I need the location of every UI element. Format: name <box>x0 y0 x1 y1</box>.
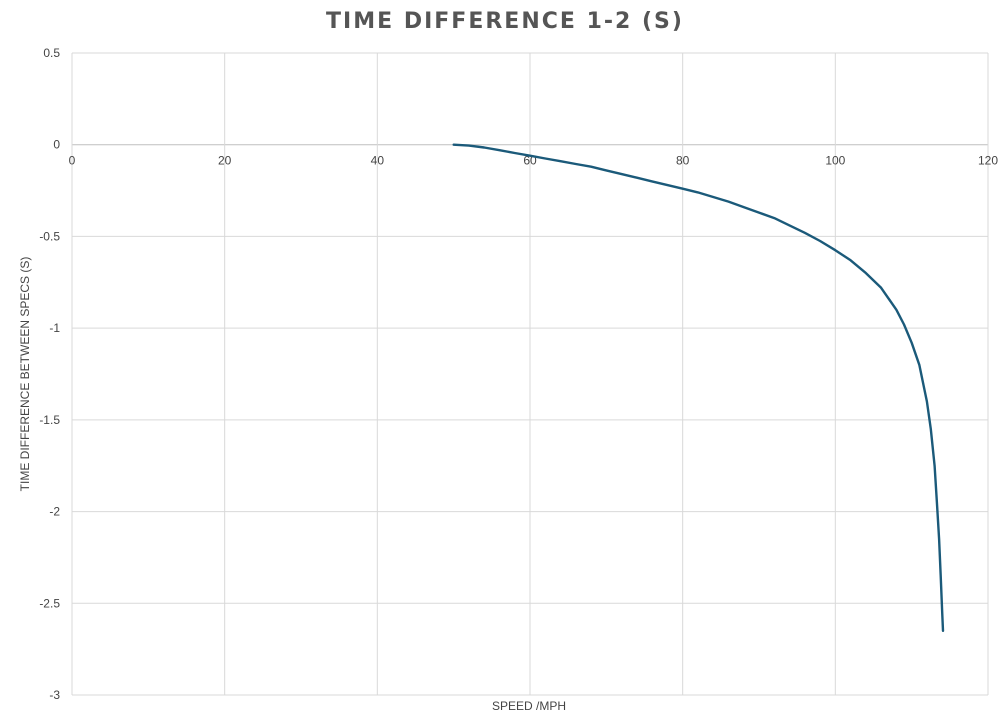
x-axis-label: SPEED /MPH <box>492 699 566 713</box>
y-tick-labels: 0.5 0 -0.5 -1 -1.5 -2 -2.5 -3 <box>39 46 60 702</box>
y-tick-label: -1.5 <box>39 413 60 427</box>
y-tick-label: -2.5 <box>39 596 60 610</box>
series-layer <box>452 143 945 632</box>
y-tick-label: 0 <box>53 138 60 152</box>
y-tick-label: -3 <box>49 688 60 702</box>
x-tick-label: 40 <box>371 154 385 168</box>
gridlines <box>71 52 989 696</box>
x-tick-label: 0 <box>69 154 76 168</box>
x-tick-label: 20 <box>218 154 232 168</box>
chart-title: TIME DIFFERENCE 1-2 (S) <box>326 9 684 34</box>
y-tick-label: -1 <box>49 321 60 335</box>
series-line <box>452 143 945 632</box>
x-tick-label: 120 <box>978 154 998 168</box>
x-tick-labels: 0 20 40 60 80 100 120 <box>69 154 999 168</box>
x-tick-label: 80 <box>676 154 690 168</box>
y-axis-label: TIME DIFFERENCE BETWEEN SPECS (S) <box>18 257 32 492</box>
y-tick-label: 0.5 <box>43 46 60 60</box>
y-tick-label: -0.5 <box>39 229 60 243</box>
x-tick-label: 100 <box>825 154 845 168</box>
y-tick-label: -2 <box>49 505 60 519</box>
